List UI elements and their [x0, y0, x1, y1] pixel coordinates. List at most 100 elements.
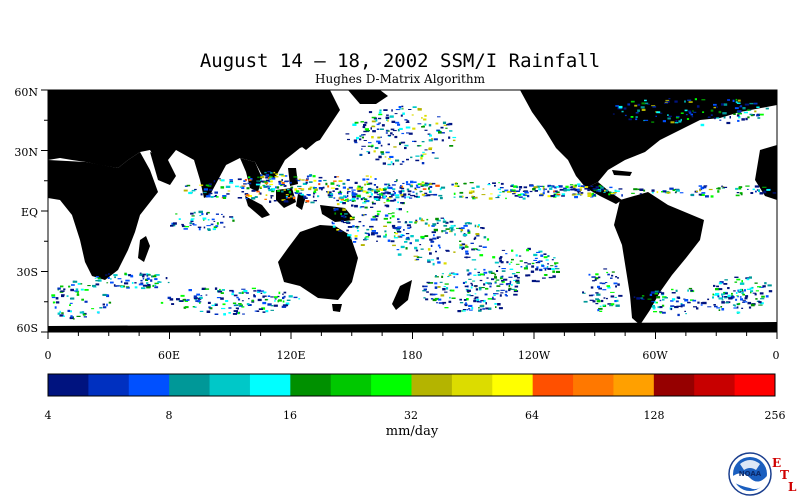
- rain-cell: [152, 284, 154, 287]
- rain-cell: [554, 265, 558, 268]
- rain-cell: [77, 282, 81, 285]
- rain-cell: [445, 228, 450, 230]
- rain-cell: [700, 304, 703, 306]
- rain-cell: [656, 296, 661, 299]
- rain-cell: [728, 297, 733, 300]
- rain-cell: [659, 311, 662, 314]
- rain-cell: [494, 277, 498, 279]
- rain-cell: [389, 155, 394, 158]
- rain-cell: [429, 252, 432, 255]
- rain-cell: [75, 288, 79, 291]
- rain-cell: [654, 301, 658, 304]
- rain-cell: [318, 183, 321, 186]
- rain-cell: [244, 179, 247, 182]
- rain-cell: [716, 285, 719, 288]
- rain-cell: [206, 225, 211, 227]
- rain-cell: [241, 191, 245, 193]
- rain-cell: [354, 204, 358, 208]
- eurasia-landmass: [48, 90, 340, 185]
- rain-cell: [536, 185, 540, 188]
- rain-cell: [273, 200, 277, 202]
- rain-cell: [77, 292, 79, 295]
- rain-cell: [510, 261, 513, 263]
- rain-cell: [441, 273, 444, 275]
- rain-cell: [363, 124, 367, 126]
- rain-cell: [383, 202, 386, 204]
- rain-cell: [686, 118, 690, 120]
- rain-cell: [497, 196, 500, 198]
- rain-cell: [478, 286, 482, 290]
- rain-cell: [434, 297, 439, 300]
- rain-cell: [514, 274, 518, 278]
- rain-cell: [429, 282, 434, 284]
- rain-cell: [295, 192, 299, 195]
- rain-cell: [251, 197, 256, 200]
- rain-cell: [247, 182, 252, 185]
- rain-cell: [364, 183, 366, 186]
- rain-cell: [382, 162, 386, 165]
- rain-cell: [605, 282, 608, 283]
- rain-cell: [340, 220, 344, 223]
- south-america-landmass: [614, 192, 704, 325]
- rain-cell: [590, 193, 594, 196]
- rain-cell: [556, 191, 560, 193]
- rain-cell: [547, 267, 552, 270]
- rain-cell: [462, 281, 465, 284]
- rain-cell: [424, 114, 427, 117]
- rain-cell: [397, 123, 401, 126]
- rain-cell: [693, 111, 697, 113]
- rain-cell: [644, 119, 649, 121]
- rain-cell: [206, 195, 211, 198]
- rain-cell: [397, 226, 402, 228]
- rain-cell: [472, 197, 475, 200]
- rain-cell: [307, 175, 312, 177]
- rain-cell: [202, 217, 207, 220]
- rain-cell: [474, 196, 478, 199]
- rain-cell: [147, 284, 151, 287]
- rain-cell: [294, 191, 298, 194]
- rain-cell: [389, 217, 392, 220]
- rain-cell: [396, 249, 400, 251]
- rain-cell: [199, 184, 204, 186]
- rain-cell: [220, 292, 224, 294]
- rain-cell: [742, 299, 746, 301]
- rain-cell: [352, 216, 355, 219]
- rain-cell: [422, 285, 424, 288]
- rain-cell: [758, 304, 763, 306]
- rain-cell: [741, 280, 743, 283]
- rain-cell: [539, 194, 544, 197]
- rain-cell: [752, 292, 757, 294]
- rain-cell: [368, 142, 372, 144]
- rain-cell: [301, 188, 305, 191]
- rain-cell: [476, 298, 480, 301]
- rain-cell: [762, 186, 767, 188]
- rain-cell: [687, 301, 691, 304]
- rain-cell: [231, 293, 234, 296]
- rain-cell: [229, 180, 233, 183]
- rain-cell: [420, 219, 425, 222]
- rain-cell: [543, 253, 547, 255]
- rain-cell: [387, 134, 392, 137]
- rain-cell: [542, 277, 546, 279]
- rain-cell: [480, 308, 482, 311]
- rain-cell: [616, 190, 620, 192]
- rain-cell: [188, 191, 193, 195]
- rain-cell: [139, 272, 142, 274]
- rain-cell: [471, 307, 474, 310]
- rain-cell: [621, 110, 624, 113]
- rain-cell: [471, 283, 473, 286]
- rain-cell: [393, 235, 396, 237]
- rain-cell: [644, 99, 647, 102]
- rain-cell: [763, 190, 766, 193]
- rain-cell: [469, 295, 474, 297]
- rain-cell: [146, 282, 149, 284]
- rain-cell: [333, 208, 336, 212]
- rain-cell: [465, 302, 467, 305]
- rain-cell: [412, 127, 416, 130]
- rain-cell: [595, 273, 599, 276]
- rain-cell: [356, 136, 359, 140]
- rain-cell: [727, 294, 731, 297]
- rain-cell: [278, 299, 282, 302]
- rain-cell: [356, 197, 359, 200]
- colorbar-segment: [169, 374, 211, 396]
